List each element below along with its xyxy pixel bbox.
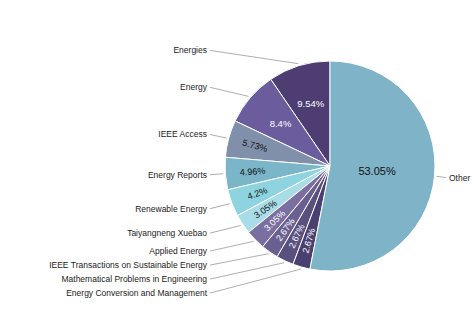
leader-line: [210, 241, 254, 251]
leader-line: [210, 254, 269, 265]
leader-line: [210, 204, 230, 209]
category-label: Energy Conversion and Management: [66, 288, 207, 298]
leader-line: [437, 176, 446, 177]
leader-line: [210, 174, 223, 175]
leader-line: [210, 269, 301, 293]
data-label: 4.2%: [246, 185, 269, 202]
data-label: 9.54%: [297, 98, 324, 109]
category-label: Mathematical Problems in Engineering: [61, 274, 207, 284]
category-label: Renewable Energy: [135, 204, 208, 214]
category-label: Energy: [180, 82, 208, 92]
category-label: IEEE Transactions on Sustainable Energy: [49, 260, 208, 270]
data-label: 4.96%: [239, 166, 265, 178]
data-label: 8.4%: [270, 118, 292, 129]
category-label: Energies: [173, 45, 207, 55]
leader-line: [210, 87, 249, 96]
category-label: Other: [449, 173, 470, 183]
category-label: Taiyangneng Xuebao: [127, 228, 207, 238]
leader-line: [210, 50, 298, 63]
data-label: 2.67%: [301, 227, 318, 254]
labels: 9.54%8.4%5.73%4.96%4.2%3.05%3.05%2.67%2.…: [49, 45, 470, 298]
leader-line: [210, 134, 227, 138]
category-label: Energy Reports: [148, 170, 207, 180]
slices: [225, 61, 435, 271]
category-label: IEEE Access: [158, 129, 207, 139]
pie-slice: [310, 61, 435, 271]
category-label: Applied Energy: [149, 246, 207, 256]
data-label: 5.73%: [241, 138, 268, 154]
leader-line: [210, 225, 241, 233]
chart: 9.54%8.4%5.73%4.96%4.2%3.05%3.05%2.67%2.…: [0, 0, 474, 330]
data-label: 53.05%: [358, 165, 396, 177]
